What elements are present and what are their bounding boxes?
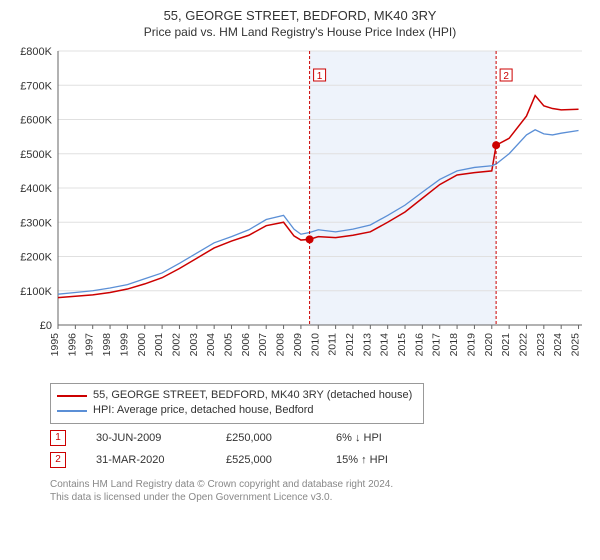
svg-text:2017: 2017: [431, 333, 443, 357]
svg-text:2003: 2003: [188, 333, 200, 357]
svg-text:2012: 2012: [344, 333, 356, 357]
svg-text:2: 2: [503, 71, 509, 82]
svg-text:2004: 2004: [205, 333, 217, 357]
footer-attribution: Contains HM Land Registry data © Crown c…: [50, 478, 590, 504]
sale-price: £525,000: [226, 454, 306, 466]
svg-text:2013: 2013: [361, 333, 373, 357]
legend-label: HPI: Average price, detached house, Bedf…: [93, 403, 314, 418]
page-subtitle: Price paid vs. HM Land Registry's House …: [10, 25, 590, 39]
sale-row: 2 31-MAR-2020 £525,000 15% ↑ HPI: [50, 452, 590, 468]
svg-text:2021: 2021: [500, 333, 512, 357]
sale-marker-icon: 1: [50, 430, 66, 446]
svg-text:2009: 2009: [292, 333, 304, 357]
svg-text:£600K: £600K: [20, 114, 52, 126]
svg-text:£800K: £800K: [20, 46, 52, 58]
svg-text:2008: 2008: [275, 333, 287, 357]
sale-delta: 15% ↑ HPI: [336, 454, 388, 466]
sale-row: 1 30-JUN-2009 £250,000 6% ↓ HPI: [50, 430, 590, 446]
svg-text:2023: 2023: [535, 333, 547, 357]
svg-text:2005: 2005: [223, 333, 235, 357]
svg-text:2024: 2024: [552, 333, 564, 357]
svg-text:1999: 1999: [118, 333, 130, 357]
legend-swatch: [57, 410, 87, 412]
svg-text:2025: 2025: [570, 333, 582, 357]
svg-text:2020: 2020: [483, 333, 495, 357]
price-chart: £0 £100K £200K £300K £400K £500K £600K £700K £80…: [10, 45, 590, 375]
svg-text:2011: 2011: [327, 333, 339, 356]
svg-text:2010: 2010: [309, 333, 321, 357]
svg-text:2014: 2014: [379, 333, 391, 357]
svg-text:£100K: £100K: [20, 286, 52, 298]
legend-item: 55, GEORGE STREET, BEDFORD, MK40 3RY (de…: [57, 388, 417, 403]
svg-text:2022: 2022: [517, 333, 529, 357]
svg-text:2018: 2018: [448, 333, 460, 357]
svg-text:2001: 2001: [153, 333, 165, 357]
legend: 55, GEORGE STREET, BEDFORD, MK40 3RY (de…: [50, 383, 424, 424]
svg-text:2016: 2016: [413, 333, 425, 357]
svg-text:1998: 1998: [101, 333, 113, 357]
svg-text:£400K: £400K: [20, 183, 52, 195]
svg-text:2006: 2006: [240, 333, 252, 357]
sale-date: 31-MAR-2020: [96, 454, 196, 466]
legend-item: HPI: Average price, detached house, Bedf…: [57, 403, 417, 418]
page-title: 55, GEORGE STREET, BEDFORD, MK40 3RY: [10, 8, 590, 25]
sale-price: £250,000: [226, 432, 306, 444]
sale-date: 30-JUN-2009: [96, 432, 196, 444]
svg-text:2002: 2002: [170, 333, 182, 357]
legend-label: 55, GEORGE STREET, BEDFORD, MK40 3RY (de…: [93, 388, 412, 403]
svg-text:£0: £0: [40, 320, 52, 332]
svg-text:£200K: £200K: [20, 251, 52, 263]
svg-text:2000: 2000: [136, 333, 148, 357]
sale-marker-icon: 2: [50, 452, 66, 468]
svg-text:2015: 2015: [396, 333, 408, 357]
svg-text:£700K: £700K: [20, 80, 52, 92]
svg-text:1: 1: [317, 71, 323, 82]
svg-text:2007: 2007: [257, 333, 269, 357]
svg-text:1995: 1995: [49, 333, 61, 357]
sale-delta: 6% ↓ HPI: [336, 432, 382, 444]
svg-text:2019: 2019: [465, 333, 477, 357]
svg-text:1997: 1997: [84, 333, 96, 357]
svg-text:1996: 1996: [66, 333, 78, 357]
legend-swatch: [57, 395, 87, 397]
svg-text:£500K: £500K: [20, 149, 52, 161]
svg-text:£300K: £300K: [20, 217, 52, 229]
